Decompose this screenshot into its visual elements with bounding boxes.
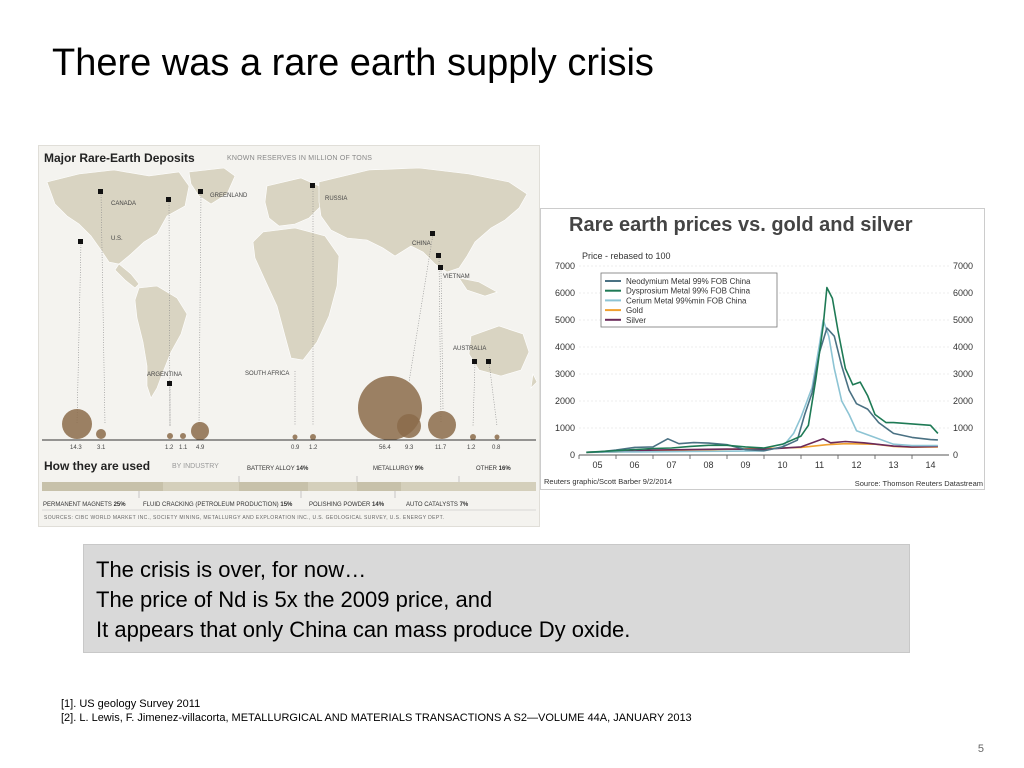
use-polishing-powder: POLISHING POWDER 14%: [309, 502, 385, 508]
x-tick-label: 11: [815, 460, 824, 470]
legend-label: Silver: [626, 316, 646, 325]
legend-box: [600, 272, 778, 328]
south-america-shape: [134, 285, 188, 399]
use-metallurgy: METALLURGY 9%: [373, 466, 424, 472]
x-tick-label: 12: [851, 460, 861, 470]
value-9-3: 9.3: [405, 445, 414, 451]
callout-line: The crisis is over, for now…: [96, 557, 367, 582]
label-russia: RUSSIA: [325, 196, 347, 202]
central-america-shape: [114, 263, 140, 289]
use-permanent-magnets: PERMANENT MAGNETS 25%: [43, 502, 126, 508]
y-tick-label-left: 4000: [555, 342, 575, 352]
value-14-3: 14.3: [70, 445, 82, 451]
north-america-shape: [46, 169, 190, 265]
value-0-8: 0.8: [492, 445, 501, 451]
rare-earth-deposits-map: CANADA GREENLAND RUSSIA U.S. CHINA VIETN…: [38, 145, 540, 527]
callout-line: The price of Nd is 5x the 2009 price, an…: [96, 587, 493, 612]
y-tick-label-right: 5000: [953, 315, 973, 325]
y-tick-label-right: 7000: [953, 261, 973, 271]
label-vietnam: VIETNAM: [443, 274, 470, 280]
se-asia-shape: [458, 277, 498, 297]
x-tick-label: 09: [740, 460, 750, 470]
chart-subtitle: Price - rebased to 100: [582, 251, 671, 261]
y-tick-label-left: 7000: [555, 261, 575, 271]
label-canada: CANADA: [111, 201, 136, 207]
chart-source: Source: Thomson Reuters Datastream: [854, 479, 983, 488]
y-tick-label-right: 6000: [953, 288, 973, 298]
value-56-4: 56.4: [379, 445, 391, 451]
greenland-shape: [188, 167, 236, 205]
legend-label: Cerium Metal 99%min FOB China: [626, 296, 747, 305]
reference-2: [2]. L. Lewis, F. Jimenez-villacorta, ME…: [61, 712, 692, 724]
label-us: U.S.: [111, 236, 123, 242]
world-map: CANADA GREENLAND RUSSIA U.S. CHINA VIETN…: [42, 167, 538, 511]
series-line: [586, 319, 938, 454]
use-other: OTHER 16%: [476, 466, 511, 472]
legend-label: Neodymium Metal 99% FOB China: [626, 277, 751, 286]
use-auto-catalysts: AUTO CATALYSTS 7%: [406, 502, 469, 508]
y-tick-label-right: 1000: [953, 423, 973, 433]
value-3-1: 3.1: [97, 445, 106, 451]
map-sources: SOURCES: CIBC WORLD MARKET INC., SOCIETY…: [44, 515, 445, 521]
callout-line: It appears that only China can mass prod…: [96, 617, 631, 642]
y-tick-label-right: 4000: [953, 342, 973, 352]
value-1-1: 1.1: [179, 445, 188, 451]
asia-shape: [318, 167, 528, 273]
value-1-2-a: 1.2: [165, 445, 174, 451]
label-china: CHINA: [412, 241, 431, 247]
price-chart: 0 0 1000 1000 2000 2000 3000 3000 4000 4000 5000 50…: [540, 208, 985, 490]
y-tick-label-left: 3000: [555, 369, 575, 379]
x-tick-label: 14: [925, 460, 935, 470]
y-tick-label-left: 2000: [555, 396, 575, 406]
slide-title: There was a rare earth supply crisis: [52, 42, 654, 84]
uses-title: How they are used: [44, 459, 151, 473]
legend-label: Gold: [626, 306, 643, 315]
x-tick-label: 13: [888, 460, 898, 470]
y-tick-label-right: 0: [953, 450, 958, 460]
x-tick-label: 07: [666, 460, 676, 470]
price-chart-svg: 0 0 1000 1000 2000 2000 3000 3000 4000 4000 5000 50…: [555, 261, 973, 470]
label-australia: AUSTRALIA: [453, 346, 486, 352]
y-tick-label-left: 6000: [555, 288, 575, 298]
uses-subtitle: BY INDUSTRY: [172, 463, 219, 470]
map-subtitle: KNOWN RESERVES IN MILLION OF TONS: [227, 155, 373, 162]
value-0-9: 0.9: [291, 445, 300, 451]
value-1-2-b: 1.2: [309, 445, 318, 451]
use-fluid-cracking: FLUID CRACKING (PETROLEUM PRODUCTION) 15…: [143, 502, 293, 508]
y-tick-label-left: 5000: [555, 315, 575, 325]
map-title: Major Rare-Earth Deposits: [44, 151, 195, 165]
series-line: [586, 438, 938, 454]
series-line: [586, 286, 939, 454]
y-tick-label-left: 0: [570, 450, 575, 460]
legend-label: Dysprosium Metal 99% FOB China: [626, 287, 751, 296]
label-argentina: ARGENTINA: [147, 372, 182, 378]
value-1-2-c: 1.2: [467, 445, 476, 451]
new-zealand-shape: [530, 373, 538, 389]
page-number: 5: [977, 743, 984, 755]
value-11-7: 11.7: [435, 445, 447, 451]
chart-credit: Reuters graphic/Scott Barber 9/2/2014: [544, 477, 672, 486]
x-tick-label: 05: [592, 460, 602, 470]
x-tick-label: 08: [703, 460, 713, 470]
europe-shape: [264, 177, 322, 227]
y-tick-label-right: 2000: [953, 396, 973, 406]
references: [1]. US geology Survey 2011 [2]. L. Lewi…: [61, 697, 692, 725]
chart-title: Rare earth prices vs. gold and silver: [569, 214, 913, 236]
africa-shape: [252, 227, 340, 361]
label-south-africa: SOUTH AFRICA: [245, 371, 289, 377]
use-battery-alloy: BATTERY ALLOY 14%: [247, 466, 309, 472]
y-tick-label-left: 1000: [555, 423, 575, 433]
series-line: [586, 327, 938, 454]
callout-box: The crisis is over, for now… The price o…: [83, 544, 910, 653]
value-4-9: 4.9: [196, 445, 205, 451]
x-tick-label: 06: [629, 460, 639, 470]
label-greenland: GREENLAND: [210, 193, 248, 199]
x-tick-label: 10: [777, 460, 787, 470]
reference-1: [1]. US geology Survey 2011: [61, 698, 201, 710]
y-tick-label-right: 3000: [953, 369, 973, 379]
